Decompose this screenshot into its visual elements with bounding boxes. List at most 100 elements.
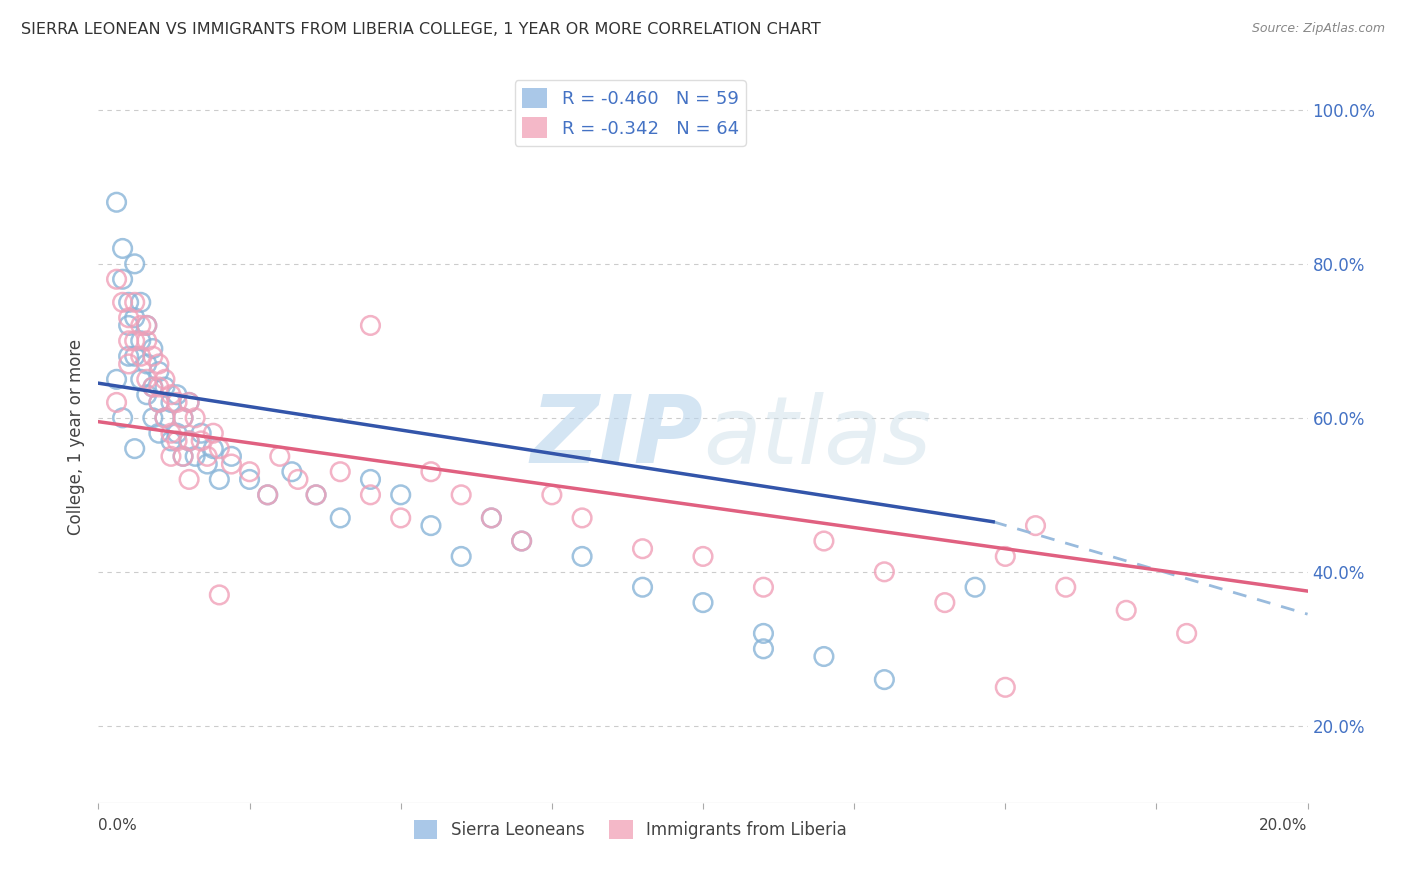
Point (179, 395, 201, 409)
Point (142, 349, 165, 363)
Point (129, 295, 152, 310)
Point (129, 318, 152, 333)
Point (450, 488, 472, 502)
Point (1175, 626, 1198, 640)
Point (389, 488, 412, 502)
Point (195, 457, 218, 471)
Point (124, 310, 146, 325)
Point (153, 410, 176, 425)
Point (111, 410, 134, 425)
Point (195, 450, 218, 464)
Point (481, 511, 503, 525)
Point (360, 318, 382, 333)
Point (190, 434, 212, 448)
Point (934, 596, 956, 610)
Point (153, 410, 176, 425)
Point (135, 334, 157, 348)
Point (190, 426, 212, 441)
Point (172, 410, 194, 425)
Point (202, 426, 225, 441)
Point (118, 310, 141, 325)
Point (692, 549, 714, 564)
Point (153, 380, 176, 394)
Point (166, 395, 188, 409)
Point (166, 388, 188, 402)
Point (124, 295, 146, 310)
Point (118, 357, 141, 371)
Point (172, 410, 194, 425)
Point (239, 472, 262, 486)
Point (510, 534, 533, 549)
Point (148, 395, 170, 409)
Point (105, 395, 128, 409)
Point (1024, 518, 1046, 533)
Point (287, 472, 309, 486)
Point (124, 349, 146, 363)
Point (172, 450, 194, 464)
Point (420, 465, 443, 479)
Point (221, 457, 243, 471)
Point (105, 195, 128, 210)
Point (179, 434, 201, 448)
Point (148, 357, 170, 371)
Point (160, 434, 183, 448)
Point (221, 450, 243, 464)
Point (360, 472, 382, 486)
Point (142, 342, 165, 356)
Point (813, 534, 835, 549)
Point (208, 588, 231, 602)
Point (208, 442, 231, 456)
Point (172, 450, 194, 464)
Point (148, 380, 170, 394)
Point (208, 472, 231, 486)
Text: 20.0%: 20.0% (1260, 818, 1308, 833)
Point (160, 395, 183, 409)
Point (118, 295, 141, 310)
Point (105, 272, 128, 286)
Point (135, 372, 157, 386)
Point (111, 295, 134, 310)
Point (124, 334, 146, 348)
Point (305, 488, 328, 502)
Point (179, 434, 201, 448)
Point (305, 488, 328, 502)
Point (166, 426, 188, 441)
Point (256, 488, 278, 502)
Legend: Sierra Leoneans, Immigrants from Liberia: Sierra Leoneans, Immigrants from Liberia (408, 814, 853, 846)
Point (160, 426, 183, 441)
Point (256, 488, 278, 502)
Point (813, 649, 835, 664)
Point (1054, 580, 1077, 594)
Point (202, 442, 225, 456)
Point (752, 580, 775, 594)
Point (129, 334, 152, 348)
Y-axis label: College, 1 year or more: College, 1 year or more (66, 339, 84, 535)
Text: SIERRA LEONEAN VS IMMIGRANTS FROM LIBERIA COLLEGE, 1 YEAR OR MORE CORRELATION CH: SIERRA LEONEAN VS IMMIGRANTS FROM LIBERI… (21, 22, 821, 37)
Point (179, 395, 201, 409)
Point (873, 673, 896, 687)
Point (124, 442, 146, 456)
Point (965, 580, 987, 594)
Point (184, 410, 207, 425)
Point (153, 372, 176, 386)
Text: Source: ZipAtlas.com: Source: ZipAtlas.com (1251, 22, 1385, 36)
Point (281, 465, 304, 479)
Point (111, 272, 134, 286)
Point (184, 450, 207, 464)
Point (179, 472, 201, 486)
Text: atlas: atlas (703, 392, 931, 483)
Point (135, 388, 157, 402)
Point (142, 380, 165, 394)
Point (148, 365, 170, 379)
Point (752, 641, 775, 656)
Point (752, 626, 775, 640)
Point (1115, 603, 1137, 617)
Point (631, 541, 654, 556)
Point (135, 318, 157, 333)
Point (994, 549, 1017, 564)
Point (111, 242, 134, 256)
Point (692, 596, 714, 610)
Point (571, 549, 593, 564)
Point (129, 349, 152, 363)
Point (571, 511, 593, 525)
